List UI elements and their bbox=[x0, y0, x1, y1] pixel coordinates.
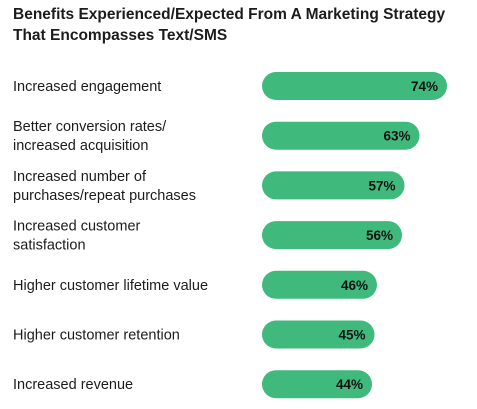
category-label: Increased number of bbox=[13, 169, 147, 185]
chart-title: Benefits Experienced/Expected From A Mar… bbox=[13, 6, 446, 44]
bar bbox=[262, 221, 402, 250]
value-label: 57% bbox=[368, 178, 395, 193]
value-label: 44% bbox=[336, 377, 363, 392]
category-label: Increased engagement bbox=[13, 79, 161, 95]
bar bbox=[262, 320, 375, 349]
category-label: satisfaction bbox=[13, 238, 86, 254]
bar bbox=[262, 171, 405, 200]
bar bbox=[262, 72, 447, 100]
value-label: 45% bbox=[338, 328, 365, 343]
category-label: Increased revenue bbox=[13, 377, 133, 393]
category-label: purchases/repeat purchases bbox=[13, 188, 196, 204]
value-label: 56% bbox=[366, 228, 393, 243]
bar bbox=[262, 270, 377, 299]
category-label: Higher customer retention bbox=[13, 328, 180, 344]
value-label: 74% bbox=[411, 79, 438, 94]
category-label: Better conversion rates/ bbox=[13, 119, 167, 135]
bar bbox=[262, 370, 372, 399]
category-label: Increased customer bbox=[13, 219, 141, 235]
value-label: 63% bbox=[383, 129, 410, 144]
bar bbox=[262, 121, 420, 150]
value-label: 46% bbox=[341, 278, 368, 293]
category-label: Higher customer lifetime value bbox=[13, 278, 208, 294]
category-label: increased acquisition bbox=[13, 138, 148, 154]
